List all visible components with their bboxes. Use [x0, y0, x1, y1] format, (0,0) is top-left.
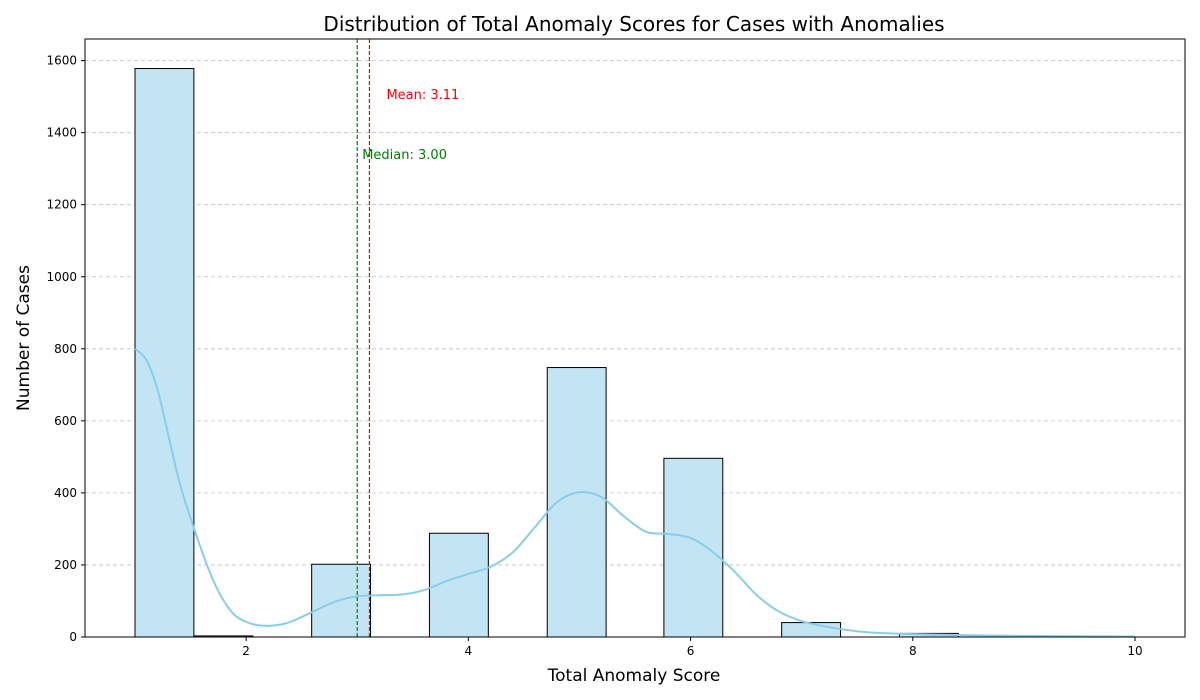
grid-lines: [85, 60, 1185, 566]
reference-lines: Mean: 3.11 Median: 3.00: [356, 39, 459, 637]
x-tick-label: 4: [465, 644, 473, 658]
x-axis-ticks: 2 4 6 8 10: [242, 637, 1143, 658]
plot-frame: [84, 38, 1186, 638]
kde-curve: [134, 348, 1136, 638]
histogram-bar: [663, 457, 724, 638]
x-tick-label: 10: [1127, 644, 1142, 658]
y-tick-label: 1600: [46, 54, 77, 68]
x-tick-label: 2: [242, 644, 250, 658]
y-tick-label: 400: [54, 486, 77, 500]
mean-annotation: Mean: 3.11: [386, 88, 459, 103]
x-axis-label: Total Anomaly Score: [547, 666, 721, 686]
median-annotation: Median: 3.00: [362, 148, 447, 163]
chart-title: Distribution of Total Anomaly Scores for…: [323, 12, 944, 36]
histogram-bar: [781, 622, 842, 638]
y-tick-label: 0: [69, 630, 77, 644]
y-tick-label: 1200: [46, 198, 77, 212]
kde-curve-group: [134, 348, 1136, 638]
y-tick-label: 1000: [46, 270, 77, 284]
y-axis-ticks: 0 200 400 600 800 1000 1200 1400 1600: [46, 54, 85, 644]
y-tick-label: 600: [54, 414, 77, 428]
y-tick-label: 800: [54, 342, 77, 356]
y-tick-label: 1400: [46, 126, 77, 140]
y-axis-label: Number of Cases: [14, 265, 34, 411]
histogram-bar: [134, 68, 195, 638]
x-tick-label: 6: [687, 644, 695, 658]
y-tick-label: 200: [54, 558, 77, 572]
x-tick-label: 8: [909, 644, 917, 658]
